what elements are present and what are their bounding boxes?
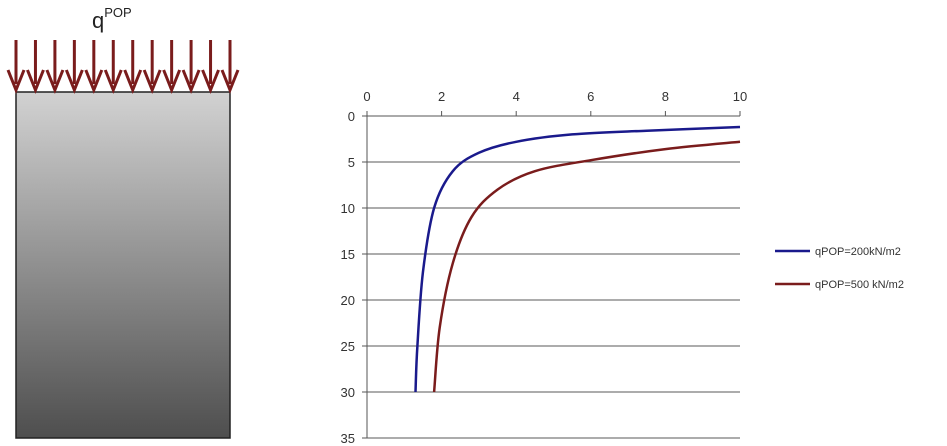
y-tick-label: 20 [341, 293, 355, 308]
load-arrow [103, 40, 123, 95]
legend-label-2: qPOP=500 kN/m2 [815, 279, 904, 291]
y-tick-label: 30 [341, 385, 355, 400]
distributed-load-arrows [6, 40, 240, 95]
legend-label-1: qPOP=200kN/m2 [815, 246, 901, 258]
load-arrow [220, 40, 240, 95]
load-arrow [162, 40, 182, 95]
load-arrow [26, 40, 45, 95]
x-tick-label: 4 [513, 89, 520, 104]
chart-gridlines [367, 161, 740, 439]
load-arrow [142, 40, 162, 95]
load-label-superscript: POP [104, 5, 131, 20]
y-tick-label: 15 [341, 247, 355, 262]
y-tick-label: 10 [341, 201, 355, 216]
series-line-2 [432, 140, 741, 393]
soil-block [15, 91, 231, 439]
load-arrow [84, 40, 104, 95]
load-arrow [201, 40, 220, 95]
x-tick-label: 6 [587, 89, 594, 104]
x-tick-label: 10 [733, 89, 747, 104]
x-tick-label: 0 [363, 89, 370, 104]
series-line-1 [414, 125, 741, 393]
x-tick-label: 2 [438, 89, 445, 104]
chart-legend: qPOP=200kN/m2 qPOP=500 kN/m2 [775, 246, 904, 291]
load-label-base: q [92, 8, 104, 33]
load-arrow [64, 40, 84, 95]
x-tick-label: 8 [662, 89, 669, 104]
load-arrow [123, 40, 143, 95]
y-tick-label: 5 [348, 155, 355, 170]
y-tick-label: 25 [341, 339, 355, 354]
load-label: qPOP [92, 5, 132, 33]
x-tick-labels: 0 2 4 6 8 10 [363, 89, 747, 116]
load-diagram: qPOP [6, 5, 240, 439]
load-arrow [45, 40, 65, 95]
y-tick-label: 0 [348, 109, 355, 124]
y-tick-label: 35 [341, 431, 355, 446]
y-tick-labels: 0 5 10 15 20 25 30 35 [341, 109, 367, 446]
load-arrow [181, 40, 201, 95]
load-arrow [6, 40, 26, 95]
chart-series [414, 125, 741, 393]
